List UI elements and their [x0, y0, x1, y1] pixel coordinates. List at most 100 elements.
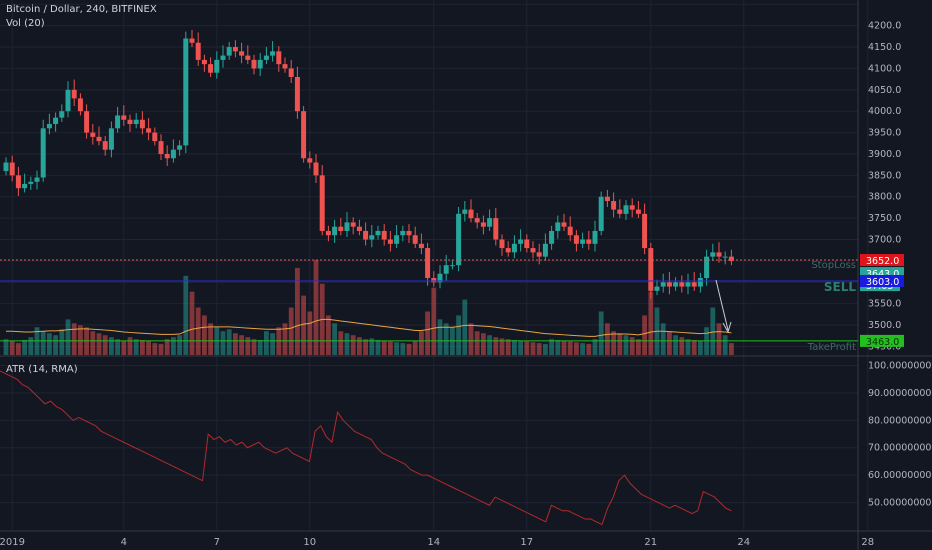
- volume-bar: [344, 333, 350, 355]
- volume-bar: [406, 343, 412, 355]
- candle-body: [71, 89, 77, 99]
- volume-bar: [3, 339, 9, 355]
- candle-body: [263, 55, 269, 60]
- candle-body: [418, 243, 424, 249]
- entry-tag: 3603.0: [866, 277, 899, 288]
- volume-bar: [462, 299, 468, 355]
- candle-body: [387, 239, 393, 244]
- volume-bar: [90, 331, 96, 355]
- volume-bar: [598, 311, 604, 355]
- candle-body: [189, 38, 195, 43]
- volume-bar: [369, 338, 375, 355]
- volume-bar: [561, 340, 567, 355]
- candle-body: [245, 55, 251, 60]
- candle-body: [251, 59, 257, 69]
- volume-bar: [53, 335, 58, 355]
- volume-bar: [722, 335, 728, 355]
- candle-body: [239, 51, 245, 56]
- candle-body: [115, 115, 121, 129]
- volume-bar: [146, 340, 151, 355]
- volume-bar: [270, 333, 275, 355]
- volume-bar: [357, 337, 362, 355]
- candle-body: [313, 162, 319, 176]
- atr-tick-label: 100.00000000: [868, 360, 932, 371]
- candle-body: [474, 218, 480, 223]
- candle-body: [449, 265, 455, 267]
- candle-body: [152, 132, 158, 142]
- entry-tag-bg: [860, 275, 904, 288]
- time-tick-label: 7: [214, 537, 220, 548]
- candle-body: [3, 162, 9, 172]
- candle-body: [685, 282, 691, 287]
- candle-body: [325, 230, 331, 236]
- volume-bar: [642, 315, 647, 355]
- atr-tick-label: 80.00000000: [868, 415, 931, 426]
- atr-line: [0, 370, 732, 526]
- price-tick-label: 3750.0: [868, 213, 901, 224]
- candle-body: [139, 119, 145, 129]
- price-tick-label: 3950.0: [868, 128, 901, 139]
- candle-body: [127, 119, 133, 125]
- candle-body: [369, 235, 375, 240]
- candle-body: [524, 239, 530, 249]
- time-tick-label: 4: [121, 537, 127, 548]
- candle-body: [108, 128, 114, 150]
- candle-body: [728, 256, 734, 261]
- candle-body: [567, 226, 573, 236]
- volume-bar: [543, 343, 548, 355]
- candle-body: [170, 149, 176, 159]
- volume-bar: [109, 337, 114, 355]
- candle-body: [201, 59, 207, 65]
- volume-bar: [431, 287, 437, 355]
- atr-tick-label: 90.00000000: [868, 388, 931, 399]
- volume-bar: [611, 331, 616, 355]
- candle-body: [604, 196, 610, 202]
- volume-bar: [189, 291, 195, 355]
- candle-body: [642, 213, 648, 249]
- candle-body: [102, 141, 108, 150]
- volume-bar: [313, 260, 319, 355]
- candle-body: [9, 162, 15, 176]
- candle-body: [133, 119, 139, 125]
- candle-body: [412, 235, 418, 244]
- candle-body: [59, 111, 65, 118]
- volume-ma-line: [6, 318, 732, 337]
- price-tick-label: 4000.0: [868, 106, 901, 117]
- volume-bar: [425, 311, 430, 355]
- stop-loss-tag-bg: [860, 254, 904, 267]
- volume-bar: [307, 311, 313, 355]
- candle-body: [425, 248, 431, 279]
- candle-body: [15, 175, 21, 189]
- volume-bar: [673, 335, 678, 355]
- candle-body: [673, 282, 679, 287]
- candle-body: [195, 42, 201, 60]
- candle-body: [276, 51, 282, 65]
- volume-bar: [239, 335, 244, 355]
- candle-body: [493, 218, 499, 240]
- volume-bar: [667, 331, 672, 355]
- price-tick-label: 3450.0: [868, 341, 901, 352]
- volume-bar: [96, 333, 102, 355]
- volume-bar: [487, 335, 492, 355]
- candle-body: [648, 248, 654, 291]
- price-tick-label: 4200.0: [868, 21, 901, 32]
- stop-loss-tag: 3652.0: [866, 256, 899, 267]
- candle-body: [468, 209, 474, 219]
- candle-body: [28, 181, 34, 184]
- volume-bar: [195, 307, 201, 355]
- candle-body: [288, 68, 294, 77]
- candle-body: [617, 209, 623, 214]
- candle-body: [220, 55, 226, 60]
- volume-bar: [171, 337, 176, 355]
- volume-bar: [716, 323, 722, 355]
- candle-body: [53, 117, 59, 125]
- candle-body: [710, 252, 716, 257]
- price-tick-label: 3550.0: [868, 299, 901, 310]
- candle-body: [84, 111, 90, 133]
- candle-body: [456, 213, 462, 266]
- atr-tick-label: 50.00000000: [868, 498, 931, 509]
- candle-body: [46, 124, 52, 129]
- candle-body: [270, 51, 276, 56]
- volume-bar: [282, 323, 288, 355]
